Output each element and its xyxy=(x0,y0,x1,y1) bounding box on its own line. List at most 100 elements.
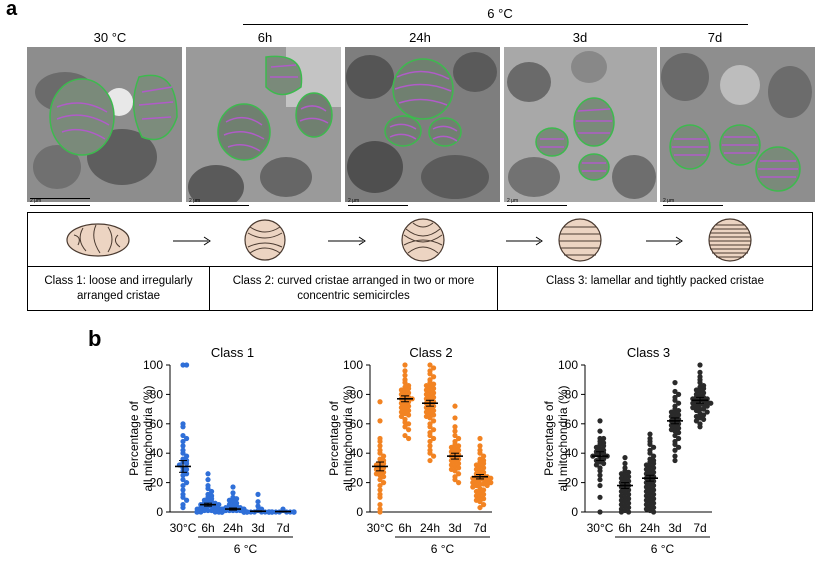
point-3-0-26 xyxy=(597,477,603,483)
point-3-2-3 xyxy=(647,441,653,447)
point-3-3-28 xyxy=(676,444,682,450)
chart-title-1: Class 1 xyxy=(211,345,254,360)
point-3-4-22 xyxy=(708,400,714,406)
point-1-1-15 xyxy=(216,502,222,508)
point-2-4-4 xyxy=(481,453,487,459)
point-2-3-1 xyxy=(452,415,458,421)
point-3-1-19 xyxy=(626,491,632,497)
point-3-0-24 xyxy=(597,468,603,474)
point-2-3-11 xyxy=(456,447,462,453)
point-1-0-3 xyxy=(180,424,186,430)
point-2-2-31 xyxy=(431,418,437,424)
point-3-0-22 xyxy=(593,462,600,468)
point-2-4-11 xyxy=(481,465,487,471)
point-2-2-39 xyxy=(427,443,433,449)
point-2-4-0 xyxy=(477,435,483,442)
point-2-3-29 xyxy=(456,480,462,486)
point-3-2-6 xyxy=(647,450,653,456)
point-1-2-1 xyxy=(230,490,236,496)
point-3-3-1 xyxy=(672,388,678,395)
point-2-4-32 xyxy=(470,484,476,490)
y-label-line2-1: all mitochondria (%) xyxy=(141,385,155,491)
point-3-4-7 xyxy=(701,385,707,392)
x-tick-label-1-0: 30°C xyxy=(170,521,197,535)
point-3-2-35 xyxy=(651,496,657,502)
point-1-3-1 xyxy=(255,499,261,505)
point-2-3-25 xyxy=(452,468,458,474)
point-2-3-5 xyxy=(456,435,462,442)
point-3-3-2 xyxy=(676,391,682,397)
point-2-3-4 xyxy=(452,432,458,439)
point-3-4-0 xyxy=(697,362,703,368)
arrow-2 xyxy=(328,236,366,246)
point-2-2-7 xyxy=(431,381,437,387)
y-tick-label-2-80: 80 xyxy=(350,387,364,401)
point-3-0-28 xyxy=(597,494,603,500)
x-tick-label-3-1: 6h xyxy=(618,521,631,535)
point-1-0-7 xyxy=(180,443,186,449)
y-tick-label-2-20: 20 xyxy=(350,476,364,490)
point-3-2-26 xyxy=(651,482,657,489)
group-label-6c: 6 °C xyxy=(487,6,513,21)
point-1-0-10 xyxy=(184,453,190,459)
point-3-2-7 xyxy=(651,453,657,459)
point-2-0-24 xyxy=(377,487,383,493)
point-1-4-16 xyxy=(291,509,297,515)
point-2-1-33 xyxy=(402,432,408,439)
point-3-1-0 xyxy=(622,455,628,461)
point-2-2-3 xyxy=(427,371,433,377)
y-tick-label-1-40: 40 xyxy=(150,446,164,460)
y-label-line1-3: Percentage of xyxy=(542,400,556,475)
point-2-1-31 xyxy=(402,424,408,430)
point-2-2-38 xyxy=(427,438,433,445)
y-tick-label-1-20: 20 xyxy=(150,476,164,490)
point-2-2-0 xyxy=(427,362,433,368)
point-1-1-34 xyxy=(194,509,200,515)
point-1-0-4 xyxy=(180,432,186,439)
point-2-0-7 xyxy=(381,453,387,459)
x-tick-label-1-1: 6h xyxy=(201,521,214,535)
arrow-4 xyxy=(646,236,683,246)
point-2-3-2 xyxy=(452,424,458,430)
point-2-0-29 xyxy=(377,509,383,515)
point-2-4-8 xyxy=(481,460,487,467)
point-1-0-20 xyxy=(180,472,186,478)
point-3-4-27 xyxy=(690,405,696,411)
point-3-4-29 xyxy=(701,406,707,412)
point-3-2-17 xyxy=(651,469,657,475)
point-3-1-31 xyxy=(626,509,632,515)
y-tick-label-2-100: 100 xyxy=(343,358,363,372)
point-3-2-32 xyxy=(651,491,657,497)
schematic-box xyxy=(27,212,813,267)
class2-box: Class 2: curved cristae arranged in two … xyxy=(209,266,498,311)
point-3-3-0 xyxy=(672,380,678,386)
point-3-2-4 xyxy=(651,444,657,450)
point-2-0-3 xyxy=(377,438,383,445)
chart-title-3: Class 3 xyxy=(627,345,670,360)
point-3-1-1 xyxy=(622,460,628,467)
x-tick-label-2-2: 24h xyxy=(420,521,440,535)
point-2-4-21 xyxy=(488,475,494,481)
point-1-2-3 xyxy=(234,496,240,502)
schematic-class3a-circle xyxy=(558,218,602,262)
point-2-0-26 xyxy=(377,494,383,500)
point-3-4-37 xyxy=(693,418,700,424)
point-3-0-7 xyxy=(601,443,607,449)
chart-title-2: Class 2 xyxy=(409,345,452,360)
point-3-3-24 xyxy=(672,432,678,439)
point-1-0-21 xyxy=(180,477,186,483)
point-2-2-30 xyxy=(427,415,433,421)
scale-label-24h: 2 μm xyxy=(348,198,360,204)
point-3-4-31 xyxy=(704,409,710,415)
point-3-0-25 xyxy=(597,472,603,478)
x-tick-label-3-4: 7d xyxy=(693,521,706,535)
point-2-4-37 xyxy=(481,491,487,497)
schematic-class1-ellipse xyxy=(66,223,130,257)
point-2-0-6 xyxy=(377,450,383,456)
point-2-3-23 xyxy=(456,465,462,471)
point-3-4-10 xyxy=(701,390,707,396)
point-2-3-20 xyxy=(456,460,462,467)
micrograph-6h xyxy=(186,47,341,202)
point-3-3-8 xyxy=(676,407,682,414)
